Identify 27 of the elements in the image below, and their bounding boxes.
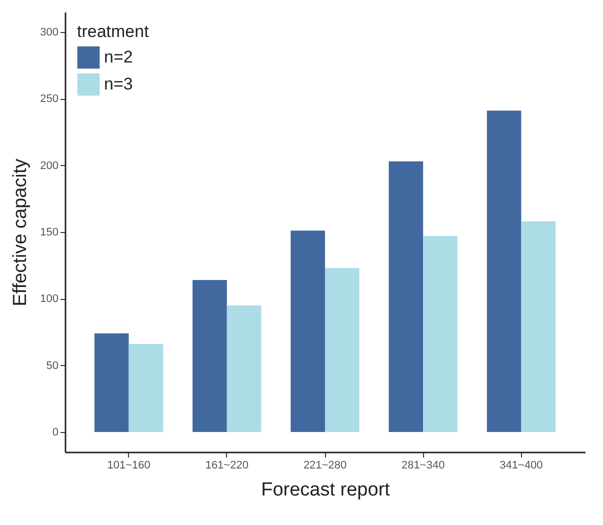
y-tick-label: 100 [40,293,58,306]
bar [486,110,522,432]
bar [192,280,227,432]
bar [388,161,424,432]
x-tick-label: 281~340 [402,460,445,472]
y-tick-label: 0 [52,426,58,438]
bar [290,230,325,432]
x-axis-title: Forecast report [261,480,391,500]
y-tick-label: 250 [40,93,58,106]
y-tick-label: 50 [46,360,58,372]
x-tick-label: 341~400 [500,460,543,472]
x-tick-label: 161~220 [205,460,248,472]
y-tick-label: 150 [40,226,58,238]
y-tick-label: 200 [40,160,58,172]
bar [128,344,164,432]
bar [94,333,129,432]
bar [423,236,458,432]
bar [325,268,360,432]
legend-label: n=3 [104,74,133,94]
legend-label: n=2 [104,48,133,66]
legend-title: treatment [77,22,150,41]
y-tick-label: 300 [40,26,58,38]
x-tick-label: 101~160 [107,460,150,472]
bar [521,221,556,432]
x-tick-label: 221~280 [303,460,347,472]
bar [226,305,262,432]
y-axis-title: Effective capacity [10,158,32,306]
